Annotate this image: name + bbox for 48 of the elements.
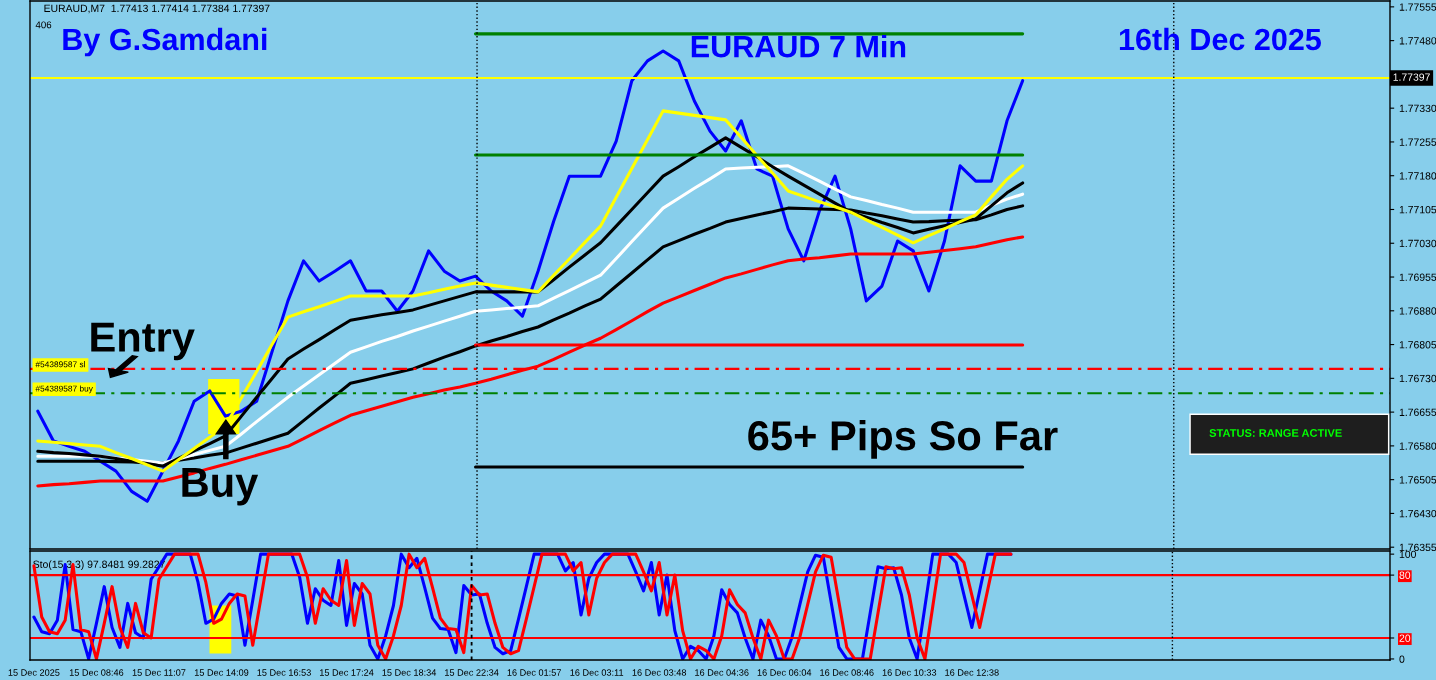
y-tick-label: 1.77180 — [1399, 172, 1436, 180]
y-tick-label: 1.76655 — [1399, 408, 1436, 416]
x-tick-label: 16 Dec 04:36 — [695, 669, 749, 676]
annotation: 16th Dec 2025 — [1119, 27, 1321, 51]
annotation: EURAUD,M7 1.77413 1.77414 1.77384 1.77397 — [44, 4, 270, 14]
x-tick-label: 15 Dec 08:46 — [69, 669, 124, 676]
x-tick-label: 16 Dec 03:48 — [632, 669, 687, 676]
x-tick-label: 16 Dec 03:11 — [570, 669, 624, 676]
annotation: Entry — [91, 322, 195, 361]
y-tick-label: 1.77555 — [1399, 3, 1436, 11]
x-tick-label: 15 Dec 11:07 — [132, 669, 186, 676]
text: EURAUD 7 Min — [691, 34, 906, 58]
y-tick-label: 1.76430 — [1399, 509, 1436, 518]
y-tick-label: 1.76580 — [1399, 442, 1436, 450]
y-tick-label: 1.77480 — [1399, 37, 1436, 45]
y-tick-label: 1.76955 — [1399, 273, 1436, 281]
y-tick-label: 1.76880 — [1399, 307, 1436, 315]
x-tick-label: 15 Dec 17:24 — [319, 669, 374, 676]
x-tick-label: 16 Dec 12:38 — [945, 669, 999, 676]
y-tick-label: 1.77255 — [1399, 138, 1436, 146]
x-tick-label: 16 Dec 01:57 — [507, 669, 561, 676]
x-tick-label: 16 Dec 10:33 — [882, 669, 937, 676]
annotation: Buy — [182, 468, 259, 506]
y-tick-label: 1.77105 — [1399, 205, 1436, 214]
x-tick-label: 15 Dec 14:09 — [194, 669, 249, 676]
y-tick-label: 0 — [1399, 655, 1405, 663]
annotation: 406 — [35, 21, 52, 29]
annotation: 65+ Pips So Far — [748, 419, 1058, 459]
y-tick-label: 1.76355 — [1399, 543, 1436, 552]
ref-line-label: #54389587 buy — [35, 385, 93, 394]
x-tick-label: 15 Dec 2025 — [8, 669, 60, 676]
annotation: STATUS: RANGE ACTIVE — [1209, 429, 1342, 437]
ref-line-label: #54389587 sl — [35, 361, 85, 368]
y-tick-label: 1.77330 — [1399, 104, 1436, 113]
y-tick-label: 80 — [1399, 571, 1411, 579]
y-tick-label: 1.77030 — [1399, 239, 1436, 248]
y-tick-label: 1.76805 — [1399, 341, 1436, 349]
annotation: By G.Samdani — [63, 27, 267, 57]
y-tick-label: 1.76730 — [1399, 374, 1436, 383]
x-tick-label: 15 Dec 16:53 — [257, 669, 311, 676]
y-tick-label: 1.76505 — [1399, 476, 1436, 484]
x-tick-label: 16 Dec 06:04 — [757, 669, 812, 676]
x-tick-label: 16 Dec 08:46 — [820, 669, 874, 676]
ref-line-label: 1.77397 — [1393, 73, 1430, 81]
x-tick-label: 15 Dec 18:34 — [382, 669, 437, 676]
x-tick-label: 15 Dec 22:34 — [445, 669, 499, 676]
y-tick-label: 20 — [1399, 634, 1411, 642]
y-tick-label: 100 — [1399, 550, 1416, 559]
